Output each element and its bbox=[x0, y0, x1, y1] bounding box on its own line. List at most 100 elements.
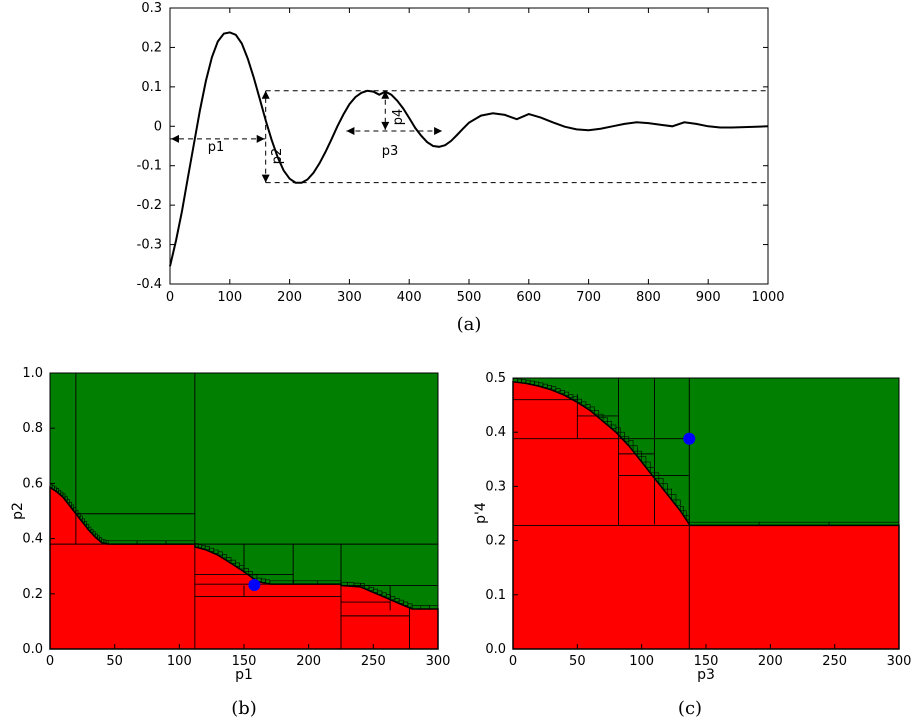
panel-a-xtick-label: 300 bbox=[337, 290, 362, 305]
b-boundary-cell bbox=[64, 496, 68, 501]
c-boundary-cell bbox=[682, 510, 687, 516]
b-boundary-cell bbox=[82, 518, 85, 523]
label-p4: p4 bbox=[391, 109, 406, 126]
panel-a-xtick-label: 600 bbox=[516, 290, 541, 305]
panel-a-xtick-label: 700 bbox=[576, 290, 601, 305]
b-ytick-label: 0.0 bbox=[22, 642, 43, 657]
panel-a-ytick-label: -0.1 bbox=[137, 159, 162, 174]
c-boundary-cell bbox=[607, 421, 612, 426]
panel-a-xtick-label: 400 bbox=[397, 290, 422, 305]
arrowhead-p3-right bbox=[434, 127, 443, 136]
c-ytick-label: 0.1 bbox=[485, 588, 506, 603]
arrowhead-p2-bottom bbox=[261, 174, 270, 183]
panel-a-ytick-label: -0.3 bbox=[137, 238, 162, 253]
panel-a-xtick-label: 900 bbox=[696, 290, 721, 305]
arrowhead-p2-top bbox=[261, 90, 270, 99]
panel-b-xlabel: p1 bbox=[235, 667, 253, 683]
c-boundary-cell bbox=[589, 406, 595, 411]
label-p1: p1 bbox=[208, 140, 225, 155]
b-boundary-cell bbox=[86, 523, 90, 528]
c-boundary-cell bbox=[577, 398, 582, 403]
panel-a-ytick-label: 0.3 bbox=[141, 1, 162, 16]
c-boundary-cell bbox=[675, 499, 681, 506]
b-xtick-label: 50 bbox=[106, 654, 123, 669]
c-boundary-cell bbox=[685, 515, 690, 521]
caption-a: (a) bbox=[457, 314, 482, 335]
b-boundary-cell bbox=[84, 521, 87, 526]
panel-b-region-map: 0.0 0.2 0.4 0.6 0.8 1.0 0 50 100 150 200 250 300 p1… bbox=[10, 366, 450, 719]
panel-b-ylabel: p2 bbox=[10, 502, 26, 520]
b-boundary-cell bbox=[88, 526, 92, 531]
panel-b-partition-lines bbox=[49, 373, 439, 649]
panel-c-marker-point bbox=[683, 432, 696, 445]
c-boundary-cell bbox=[585, 404, 591, 409]
b-boundary-cell bbox=[239, 565, 245, 570]
c-xtick-label: 300 bbox=[887, 654, 912, 669]
b-boundary-cell bbox=[73, 507, 77, 512]
c-ytick-label: 0.0 bbox=[485, 642, 506, 657]
b-boundary-cell bbox=[243, 568, 249, 573]
b-boundary-cell bbox=[77, 512, 81, 517]
b-ytick-label: 0.4 bbox=[22, 532, 43, 547]
b-boundary-cell bbox=[252, 574, 258, 579]
b-boundary-cell bbox=[230, 559, 236, 564]
c-boundary-cell bbox=[645, 461, 651, 468]
c-boundary-cell bbox=[564, 391, 570, 396]
b-boundary-cell bbox=[71, 504, 75, 509]
arrowhead-p1-right bbox=[256, 134, 265, 143]
b-boundary-cell bbox=[217, 551, 223, 556]
b-xtick-label: 0 bbox=[46, 654, 54, 669]
panel-c-region-map: 0.0 0.1 0.2 0.3 0.4 0.5 0 50 100 150 200 250 300 p3… bbox=[473, 371, 911, 719]
panel-a-ytick-label: 0.2 bbox=[141, 40, 162, 55]
panel-a-line-chart: -0.4 -0.3 -0.2 -0.1 0 0.1 0.2 0.3 0 100 200 300 400… bbox=[137, 1, 785, 335]
b-xtick-label: 300 bbox=[426, 654, 451, 669]
panel-a-ytick-label: 0 bbox=[154, 119, 162, 134]
panel-c-x-ticks: 0 50 100 150 200 250 300 bbox=[509, 644, 912, 669]
b-boundary-cell bbox=[66, 499, 70, 504]
arrowhead-p4-bottom bbox=[381, 121, 390, 130]
c-boundary-cell bbox=[671, 494, 677, 501]
c-boundary-cell bbox=[568, 394, 574, 398]
panel-c-ylabel: p'4 bbox=[473, 502, 489, 524]
c-ytick-label: 0.2 bbox=[485, 534, 506, 549]
panel-a-y-ticks: -0.4 -0.3 -0.2 -0.1 0 0.1 0.2 0.3 bbox=[137, 1, 768, 292]
caption-c: (c) bbox=[678, 698, 702, 719]
c-boundary-cell bbox=[602, 417, 608, 422]
b-boundary-cell bbox=[90, 529, 94, 533]
c-boundary-cell bbox=[679, 505, 684, 512]
c-boundary-cell bbox=[632, 445, 638, 452]
panel-a-response-curve bbox=[169, 31, 769, 267]
c-ytick-label: 0.4 bbox=[485, 425, 506, 440]
panel-a-ytick-label: -0.2 bbox=[137, 198, 162, 213]
panel-a-ytick-label: -0.4 bbox=[137, 277, 162, 292]
c-boundary-cell bbox=[624, 436, 630, 442]
c-xtick-label: 0 bbox=[509, 654, 517, 669]
b-boundary-cell bbox=[248, 571, 253, 576]
b-boundary-cell bbox=[226, 557, 232, 561]
b-boundary-cell bbox=[69, 501, 72, 506]
c-boundary-cell bbox=[619, 431, 625, 438]
panel-a-xtick-label: 500 bbox=[457, 290, 482, 305]
panel-a-xtick-label: 200 bbox=[277, 290, 302, 305]
b-ytick-label: 0.2 bbox=[22, 587, 43, 602]
panel-a-xtick-label: 0 bbox=[166, 290, 174, 305]
b-ytick-label: 0.8 bbox=[22, 421, 43, 436]
c-boundary-cell bbox=[662, 483, 668, 490]
panel-c-xlabel: p3 bbox=[697, 667, 715, 683]
c-xtick-label: 100 bbox=[629, 654, 654, 669]
c-boundary-cell bbox=[581, 401, 587, 406]
b-boundary-cell bbox=[235, 562, 240, 567]
caption-b: (b) bbox=[231, 698, 257, 719]
c-ytick-label: 0.3 bbox=[485, 479, 506, 494]
b-boundary-cell bbox=[75, 510, 79, 515]
b-xtick-label: 200 bbox=[296, 654, 321, 669]
b-xtick-label: 100 bbox=[167, 654, 192, 669]
c-boundary-cell bbox=[637, 450, 642, 457]
c-ytick-label: 0.5 bbox=[485, 371, 506, 386]
b-boundary-cell bbox=[222, 554, 228, 559]
c-boundary-cell bbox=[658, 477, 664, 484]
b-ytick-label: 1.0 bbox=[22, 366, 43, 381]
c-boundary-cell bbox=[598, 413, 604, 419]
c-xtick-label: 200 bbox=[758, 654, 783, 669]
arrowhead-p4-top bbox=[381, 90, 390, 99]
